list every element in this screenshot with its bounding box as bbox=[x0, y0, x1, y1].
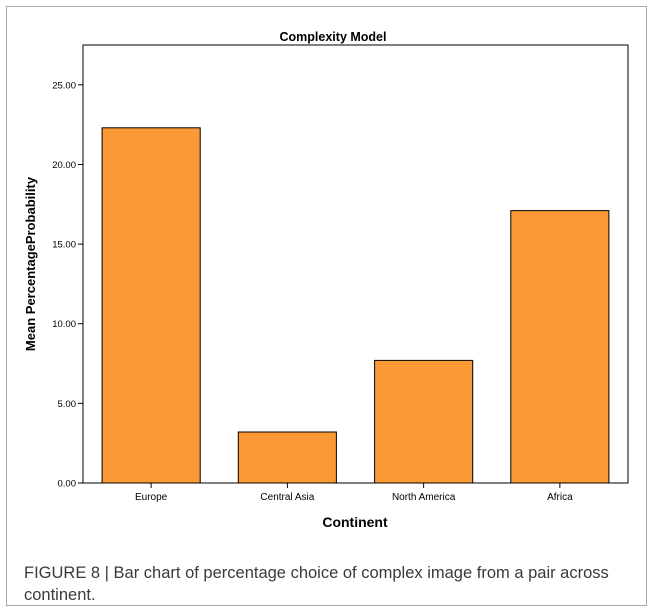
bar-africa bbox=[511, 211, 609, 483]
y-axis-label: Mean PercentageProbability bbox=[23, 176, 38, 351]
y-tick-label: 15.00 bbox=[52, 240, 76, 251]
bar-europe bbox=[102, 128, 200, 483]
x-axis: Europe Central Asia North America Africa bbox=[135, 483, 573, 503]
x-tick-label: Central Asia bbox=[260, 492, 314, 503]
y-tick-label: 20.00 bbox=[52, 160, 76, 171]
bar-chart: Complexity Model 0.00 5.00 10.00 15.00 20.00… bbox=[0, 0, 654, 560]
y-tick-label: 10.00 bbox=[52, 319, 76, 330]
x-tick-label: Europe bbox=[135, 492, 168, 503]
y-tick-label: 25.00 bbox=[52, 80, 76, 91]
y-axis: 0.00 5.00 10.00 15.00 20.00 25.00 bbox=[52, 80, 83, 489]
x-tick-label: Africa bbox=[547, 492, 573, 503]
chart-title: Complexity Model bbox=[280, 30, 387, 44]
x-axis-label: Continent bbox=[322, 514, 388, 530]
bar-central-asia bbox=[238, 432, 336, 483]
y-tick-label: 0.00 bbox=[58, 479, 77, 490]
figure-caption: FIGURE 8 | Bar chart of percentage choic… bbox=[24, 562, 634, 606]
bar-north-america bbox=[375, 360, 473, 483]
y-tick-label: 5.00 bbox=[58, 399, 77, 410]
x-tick-label: North America bbox=[392, 492, 456, 503]
